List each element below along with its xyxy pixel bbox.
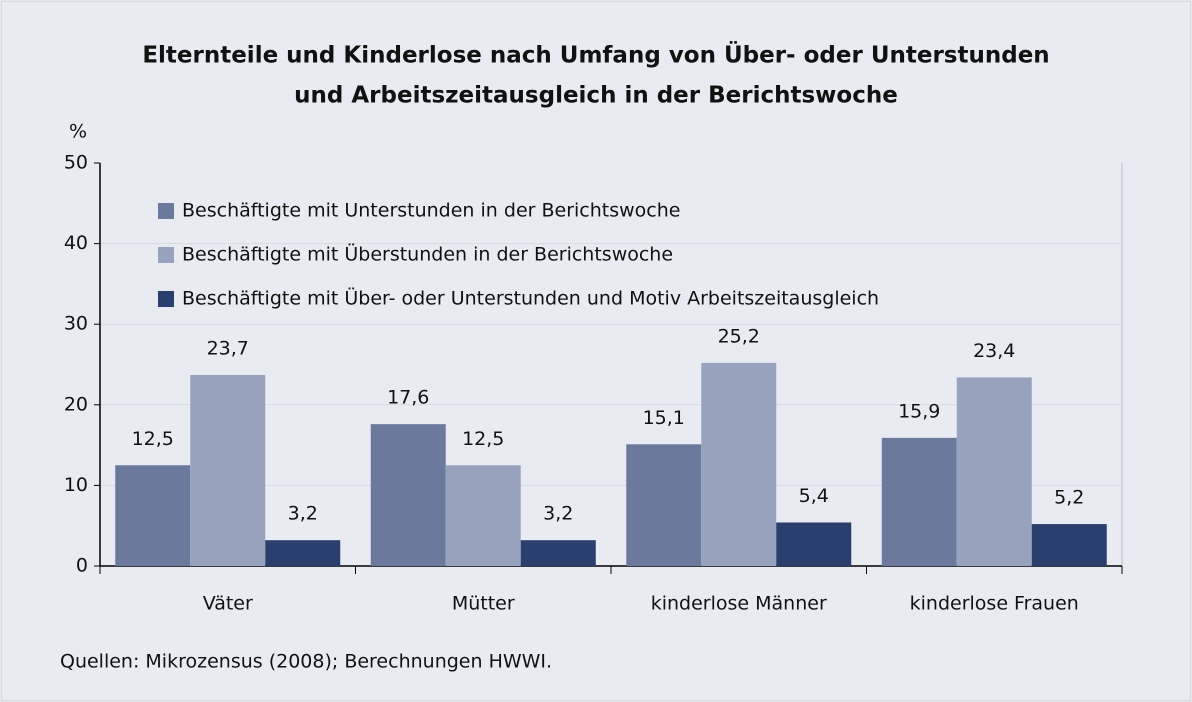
data-label: 5,2: [1054, 487, 1084, 509]
y-tick-label: 0: [76, 555, 88, 577]
data-label: 3,2: [288, 503, 318, 525]
x-tick-label: Mütter: [452, 593, 515, 615]
bar: [265, 540, 341, 566]
x-tick-label: kinderlose Männer: [651, 593, 827, 615]
source-note: Quellen: Mikrozensus (2008); Berechnunge…: [60, 651, 552, 673]
y-axis-label: %: [69, 121, 87, 143]
bar: [626, 444, 702, 566]
data-label: 12,5: [462, 428, 504, 450]
y-tick-label: 10: [64, 474, 88, 496]
legend-label: Beschäftigte mit Über- oder Unterstunden…: [182, 287, 879, 310]
x-tick-label: Väter: [203, 593, 253, 615]
y-tick-label: 30: [64, 313, 88, 335]
y-tick-label: 20: [64, 393, 88, 415]
bar: [190, 374, 266, 566]
legend-label: Beschäftigte mit Unterstunden in der Ber…: [182, 200, 680, 222]
bar: [881, 437, 957, 566]
legend-swatch: [158, 291, 174, 307]
data-label: 23,4: [973, 340, 1015, 362]
data-label: 3,2: [543, 503, 573, 525]
y-tick-label: 50: [64, 152, 88, 174]
bar: [520, 540, 596, 566]
bar: [701, 362, 777, 566]
bar: [445, 465, 521, 566]
data-label: 15,9: [898, 400, 940, 422]
chart-title: und Arbeitszeitausgleich in der Berichts…: [294, 83, 898, 109]
bar: [956, 377, 1032, 566]
data-label: 15,1: [643, 407, 685, 429]
data-label: 12,5: [132, 428, 174, 450]
data-label: 17,6: [387, 387, 429, 409]
data-label: 25,2: [718, 325, 760, 347]
bar: [776, 522, 852, 566]
bar: [370, 424, 446, 566]
bar: [115, 465, 191, 566]
chart-title: Elternteile und Kinderlose nach Umfang v…: [142, 41, 1049, 69]
data-label: 23,7: [207, 337, 249, 359]
data-label: 5,4: [799, 485, 829, 507]
legend-swatch: [158, 203, 174, 219]
legend-label: Beschäftigte mit Überstunden in der Beri…: [182, 243, 673, 266]
bar: [1031, 524, 1107, 566]
legend-swatch: [158, 247, 174, 263]
y-tick-label: 40: [64, 232, 88, 254]
x-tick-label: kinderlose Frauen: [910, 593, 1079, 615]
